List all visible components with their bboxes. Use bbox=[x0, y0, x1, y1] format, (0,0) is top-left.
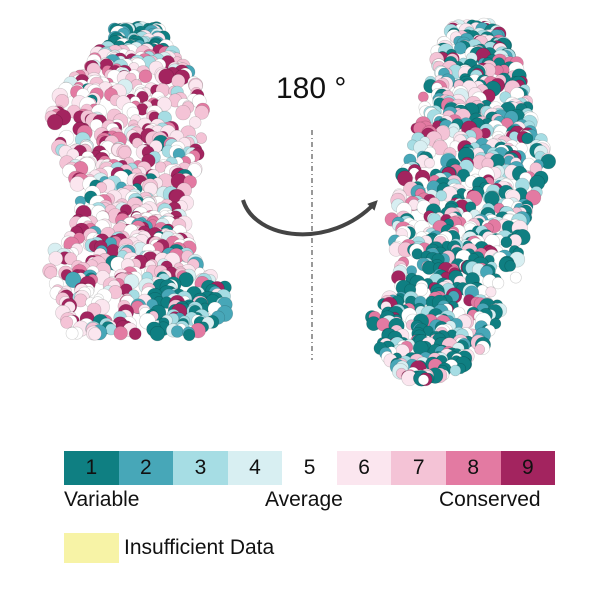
atom-sphere bbox=[65, 326, 79, 340]
protein-structure-views bbox=[42, 17, 556, 387]
atom-sphere bbox=[521, 132, 534, 145]
scale-grade-9: 9 bbox=[500, 451, 556, 485]
scale-grade-3: 3 bbox=[173, 451, 228, 485]
atom-sphere bbox=[492, 277, 505, 290]
scale-grade-6: 6 bbox=[336, 451, 392, 485]
rotation-label: 180 ° bbox=[276, 72, 347, 105]
label-variable: Variable bbox=[64, 488, 140, 511]
scale-grade-1: 1 bbox=[64, 451, 119, 485]
atom-sphere bbox=[432, 139, 448, 156]
atom-sphere bbox=[474, 343, 486, 355]
atom-sphere bbox=[138, 69, 153, 84]
atom-sphere bbox=[424, 157, 435, 169]
rotation-arrow bbox=[241, 199, 378, 237]
atom-sphere bbox=[183, 328, 196, 342]
scale-grade-7: 7 bbox=[391, 451, 446, 485]
label-conserved: Conserved bbox=[439, 488, 541, 511]
scale-grade-2: 2 bbox=[118, 451, 174, 485]
atom-sphere bbox=[509, 271, 522, 284]
atom-sphere bbox=[64, 252, 78, 266]
atom-sphere bbox=[175, 104, 191, 121]
atom-sphere bbox=[154, 161, 167, 173]
scale-grade-5: 5 bbox=[282, 451, 337, 485]
conservation-scale: 1 2 3 4 5 6 7 8 9 bbox=[64, 451, 556, 485]
atom-sphere bbox=[453, 41, 467, 55]
atom-sphere bbox=[485, 286, 497, 298]
atom-sphere bbox=[189, 116, 202, 129]
atom-sphere bbox=[194, 105, 209, 120]
atom-sphere bbox=[149, 326, 165, 342]
atom-sphere bbox=[500, 236, 513, 248]
scale-grade-4: 4 bbox=[227, 451, 283, 485]
atom-sphere bbox=[504, 260, 517, 272]
atom-sphere bbox=[449, 364, 462, 377]
atom-sphere bbox=[417, 374, 429, 386]
atom-sphere bbox=[44, 266, 58, 280]
insufficient-data-swatch bbox=[64, 533, 119, 563]
structure-view-left bbox=[42, 20, 234, 342]
atom-sphere bbox=[118, 145, 132, 160]
insufficient-data-label: Insufficient Data bbox=[124, 536, 275, 559]
atom-sphere bbox=[128, 327, 142, 341]
atom-sphere bbox=[60, 315, 74, 329]
atom-sphere bbox=[48, 251, 64, 266]
scale-grade-8: 8 bbox=[445, 451, 501, 485]
atom-sphere bbox=[435, 190, 447, 202]
atom-sphere bbox=[113, 326, 128, 341]
atom-sphere bbox=[88, 327, 102, 341]
structure-view-right bbox=[364, 17, 556, 387]
atom-sphere bbox=[46, 113, 64, 131]
atom-sphere bbox=[171, 325, 184, 338]
atom-sphere bbox=[64, 271, 82, 288]
atom-sphere bbox=[417, 91, 429, 103]
label-average: Average bbox=[265, 488, 343, 511]
